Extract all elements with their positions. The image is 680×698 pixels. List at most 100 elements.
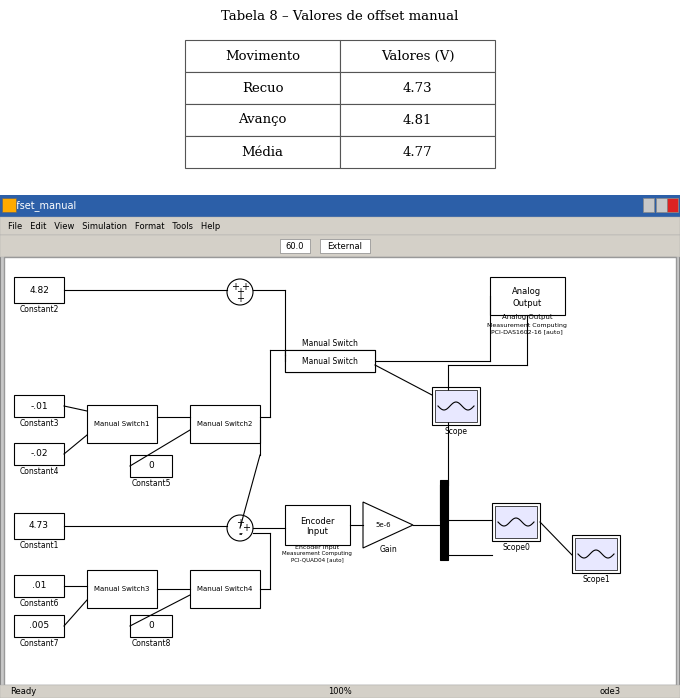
Bar xyxy=(440,480,448,560)
Bar xyxy=(492,503,540,541)
Bar xyxy=(14,513,64,539)
Text: PCI-DAS1602-16 [auto]: PCI-DAS1602-16 [auto] xyxy=(491,329,563,334)
Bar xyxy=(340,136,495,168)
Text: Input: Input xyxy=(306,528,328,537)
Text: Movimento: Movimento xyxy=(225,50,300,63)
Text: offset_manual: offset_manual xyxy=(8,200,78,211)
Text: Constant6: Constant6 xyxy=(19,598,58,607)
Bar xyxy=(495,506,537,538)
Bar xyxy=(435,390,477,422)
Bar xyxy=(432,387,480,425)
Bar xyxy=(14,395,64,417)
Bar xyxy=(14,615,64,637)
Text: -.02: -.02 xyxy=(30,450,48,459)
Text: Encoder: Encoder xyxy=(300,517,335,526)
Text: Scope: Scope xyxy=(445,426,468,436)
Bar xyxy=(285,350,375,372)
Text: 4.73: 4.73 xyxy=(29,521,49,530)
Text: Constant2: Constant2 xyxy=(19,304,58,313)
Text: Analog: Analog xyxy=(513,286,541,295)
Text: Scope1: Scope1 xyxy=(582,574,610,584)
Bar xyxy=(285,505,350,545)
Text: .01: .01 xyxy=(32,581,46,591)
Bar xyxy=(185,72,340,104)
Text: Manual Switch: Manual Switch xyxy=(302,357,358,366)
Text: 60.0: 60.0 xyxy=(286,242,304,251)
Text: Constant5: Constant5 xyxy=(131,479,171,487)
Bar xyxy=(14,575,64,597)
Bar xyxy=(340,40,495,72)
Text: Média: Média xyxy=(241,145,284,158)
Text: File   Edit   View   Simulation   Format   Tools   Help: File Edit View Simulation Format Tools H… xyxy=(8,221,220,230)
Bar xyxy=(490,277,565,315)
Text: -: - xyxy=(238,528,242,538)
Bar xyxy=(340,104,495,136)
Text: Manual Switch2: Manual Switch2 xyxy=(197,421,253,427)
Text: Gain: Gain xyxy=(379,546,397,554)
Bar xyxy=(0,235,680,257)
Text: Manual Switch1: Manual Switch1 xyxy=(95,421,150,427)
Bar xyxy=(185,136,340,168)
Text: +: + xyxy=(231,283,239,292)
Text: Manual Switch3: Manual Switch3 xyxy=(95,586,150,592)
Text: 100%: 100% xyxy=(328,687,352,695)
Text: Measurement Computing: Measurement Computing xyxy=(282,551,352,556)
Bar xyxy=(14,443,64,465)
Bar xyxy=(320,239,370,253)
Bar xyxy=(185,40,340,72)
Text: .005: .005 xyxy=(29,621,49,630)
Bar xyxy=(2,198,16,212)
Text: 4.82: 4.82 xyxy=(29,285,49,295)
Text: Constant7: Constant7 xyxy=(19,639,58,648)
Bar xyxy=(190,570,260,608)
Text: -: - xyxy=(238,530,242,540)
Bar xyxy=(280,239,310,253)
Text: +: + xyxy=(236,293,244,304)
Text: -.01: -.01 xyxy=(30,401,48,410)
Text: Encoder Input: Encoder Input xyxy=(295,544,339,549)
Bar xyxy=(14,277,64,303)
Text: Recuo: Recuo xyxy=(242,82,284,94)
Text: 0: 0 xyxy=(148,621,154,630)
Bar xyxy=(185,104,340,136)
Bar xyxy=(643,198,654,212)
Text: External: External xyxy=(328,242,362,251)
Text: +: + xyxy=(241,283,249,292)
Circle shape xyxy=(227,279,253,305)
Text: 0: 0 xyxy=(148,461,154,470)
Bar xyxy=(190,405,260,443)
Text: Ready: Ready xyxy=(10,687,36,695)
Circle shape xyxy=(227,515,253,541)
Bar xyxy=(285,350,375,372)
Bar xyxy=(667,198,678,212)
Bar xyxy=(0,217,680,235)
Bar xyxy=(667,198,678,212)
Text: Measurement Computing: Measurement Computing xyxy=(487,322,567,327)
Bar xyxy=(0,195,680,217)
Bar xyxy=(87,570,157,608)
Text: Constant8: Constant8 xyxy=(131,639,171,648)
Bar xyxy=(87,405,157,443)
Text: 4.77: 4.77 xyxy=(403,145,432,158)
Text: Constant1: Constant1 xyxy=(19,540,58,549)
Text: Output: Output xyxy=(512,299,542,308)
Bar xyxy=(575,538,617,570)
Bar xyxy=(572,535,620,573)
Bar xyxy=(0,685,680,698)
Text: +: + xyxy=(236,287,244,297)
Text: Scope0: Scope0 xyxy=(502,542,530,551)
Text: ode3: ode3 xyxy=(600,687,621,695)
Text: Constant4: Constant4 xyxy=(19,466,58,475)
Text: Manual Switch: Manual Switch xyxy=(302,339,358,348)
Text: Valores (V): Valores (V) xyxy=(381,50,454,63)
Bar xyxy=(130,455,172,477)
Text: Tabela 8 – Valores de offset manual: Tabela 8 – Valores de offset manual xyxy=(221,10,459,23)
Bar xyxy=(340,72,495,104)
Bar xyxy=(4,257,676,685)
Text: Constant3: Constant3 xyxy=(19,419,58,427)
Text: +: + xyxy=(236,518,244,528)
Bar xyxy=(656,198,667,212)
Text: 4.73: 4.73 xyxy=(403,82,432,94)
Bar xyxy=(130,615,172,637)
Text: Avanço: Avanço xyxy=(238,114,287,126)
